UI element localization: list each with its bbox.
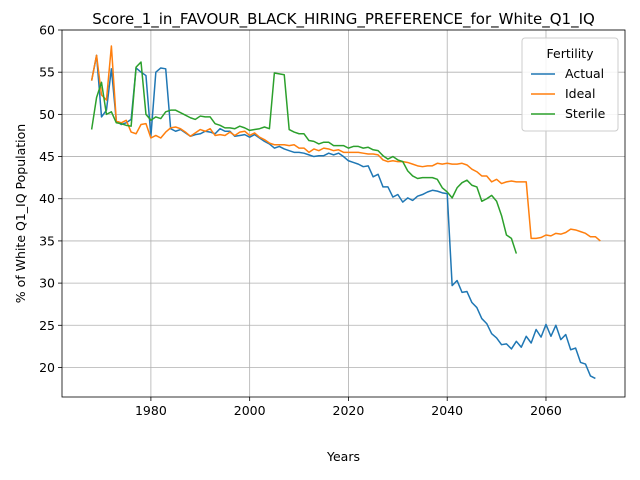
x-tick-label: 2000 (234, 403, 266, 418)
y-tick-label: 40 (39, 191, 55, 206)
series-lines (90, 45, 601, 380)
series-line-actual (90, 54, 596, 380)
legend-label-actual: Actual (565, 66, 604, 81)
y-tick-label: 50 (39, 107, 55, 122)
x-axis-label: Years (326, 449, 360, 464)
x-tick-label: 2060 (530, 403, 562, 418)
legend: Fertility Actual Ideal Sterile (521, 37, 619, 132)
x-axis-ticks: 1980 2000 2020 2040 2060 (135, 397, 562, 418)
legend-items: Actual Ideal Sterile (531, 66, 606, 121)
y-tick-label: 55 (39, 65, 55, 80)
legend-label-sterile: Sterile (565, 106, 606, 121)
series-line-sterile (90, 61, 518, 254)
legend-label-ideal: Ideal (565, 86, 595, 101)
y-tick-label: 30 (39, 276, 55, 291)
y-axis-label: % of White Q1_IQ Population (13, 124, 28, 303)
x-tick-label: 2020 (333, 403, 365, 418)
y-axis-ticks: 20 25 30 35 40 45 50 55 60 (39, 23, 62, 375)
x-tick-label: 2040 (431, 403, 463, 418)
plot-frame (61, 29, 626, 398)
legend-box (521, 37, 619, 132)
chart-title: Score_1_in_FAVOUR_BLACK_HIRING_PREFERENC… (92, 10, 595, 29)
y-tick-label: 45 (39, 149, 55, 164)
y-tick-label: 60 (39, 23, 55, 38)
y-tick-label: 35 (39, 233, 55, 248)
y-tick-label: 20 (39, 360, 55, 375)
legend-title: Fertility (547, 46, 595, 61)
series-line-ideal (90, 45, 601, 242)
y-tick-label: 25 (39, 318, 55, 333)
x-tick-label: 1980 (135, 403, 167, 418)
